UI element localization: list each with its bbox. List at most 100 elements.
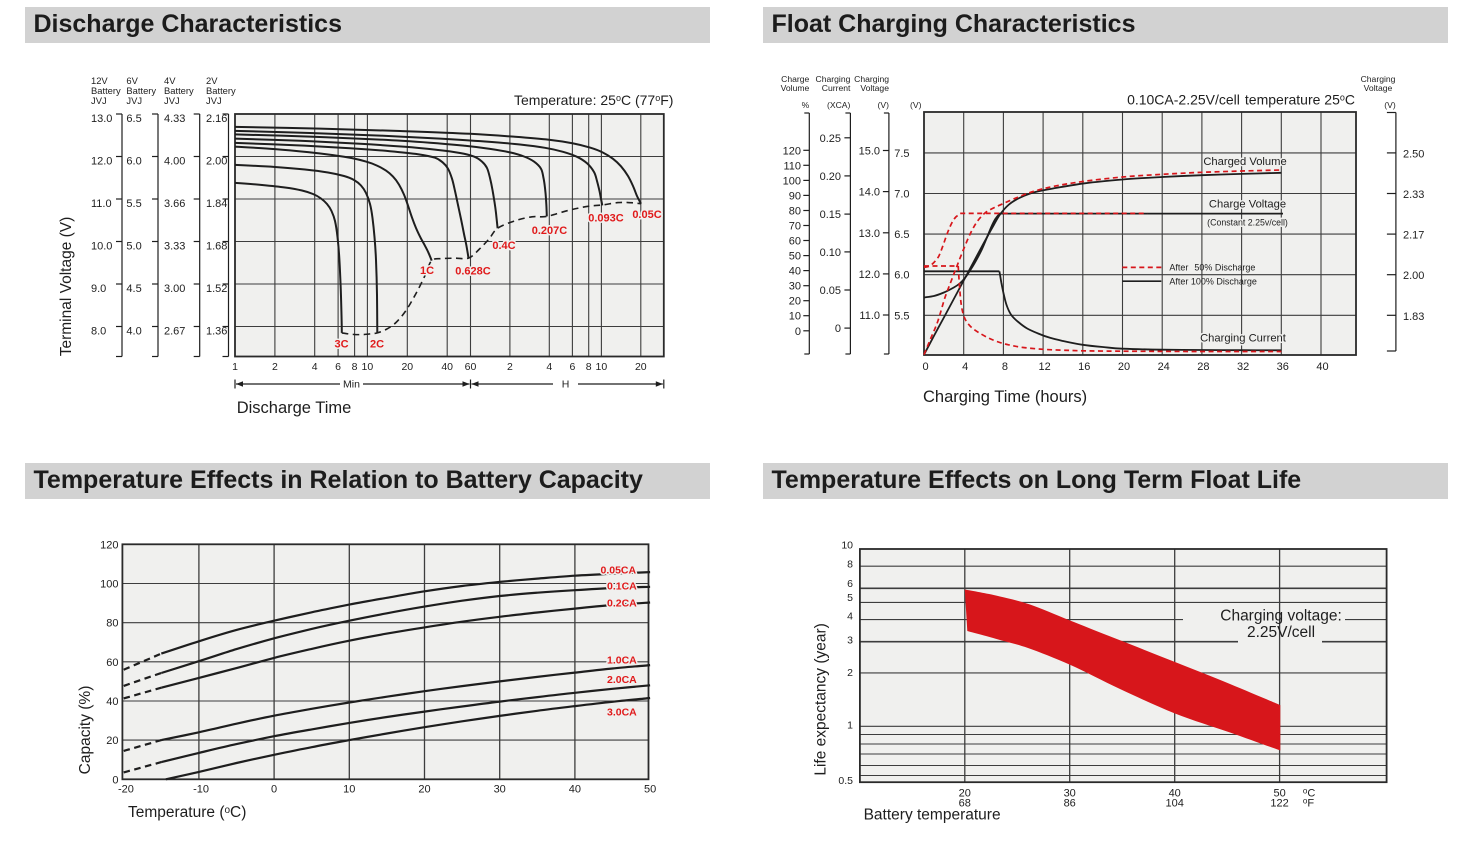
svg-text:70: 70 xyxy=(789,221,801,233)
svg-text:28: 28 xyxy=(1197,361,1209,373)
svg-text:40: 40 xyxy=(789,266,801,278)
svg-text:Temperature (oC): Temperature (oC) xyxy=(128,804,246,821)
svg-text:6.5: 6.5 xyxy=(894,229,909,241)
svg-text:2.25V/cell: 2.25V/cell xyxy=(1247,624,1315,641)
svg-text:1.0CA: 1.0CA xyxy=(607,655,637,667)
svg-text:10: 10 xyxy=(789,311,801,323)
svg-text:2.50: 2.50 xyxy=(1403,148,1424,160)
svg-text:%: % xyxy=(802,100,810,110)
svg-text:80: 80 xyxy=(789,206,801,218)
svg-text:8: 8 xyxy=(586,361,592,373)
svg-text:50: 50 xyxy=(1273,787,1285,799)
svg-text:30: 30 xyxy=(494,784,506,796)
svg-text:8: 8 xyxy=(847,559,853,571)
svg-text:0.1CA: 0.1CA xyxy=(607,581,637,593)
svg-text:20: 20 xyxy=(635,361,647,373)
svg-text:30: 30 xyxy=(1064,787,1076,799)
svg-text:Min: Min xyxy=(343,379,360,391)
svg-text:0.5: 0.5 xyxy=(838,775,853,787)
svg-text:120: 120 xyxy=(783,145,801,157)
svg-text:H: H xyxy=(562,379,570,391)
svg-text:0: 0 xyxy=(835,323,841,335)
svg-text:0: 0 xyxy=(112,774,118,786)
svg-text:20: 20 xyxy=(106,735,118,747)
svg-text:2: 2 xyxy=(847,667,853,679)
svg-text:Discharge Characteristics: Discharge Characteristics xyxy=(34,10,342,38)
svg-text:Battery: Battery xyxy=(164,85,194,96)
svg-text:4.33: 4.33 xyxy=(164,113,185,125)
svg-text:Temperature Effects in Relatio: Temperature Effects in Relation to Batte… xyxy=(34,466,644,494)
svg-text:-10: -10 xyxy=(193,784,209,796)
svg-text:Capacity (%): Capacity (%) xyxy=(77,686,94,775)
svg-text:0.25: 0.25 xyxy=(820,133,841,145)
svg-text:32: 32 xyxy=(1237,361,1249,373)
svg-text:7.0: 7.0 xyxy=(894,189,909,201)
svg-text:Charge Voltage: Charge Voltage xyxy=(1209,199,1286,211)
svg-text:JVJ: JVJ xyxy=(206,95,222,106)
svg-text:4: 4 xyxy=(962,361,968,373)
svg-text:4: 4 xyxy=(312,361,318,373)
svg-text:Battery: Battery xyxy=(91,85,121,96)
svg-text:50: 50 xyxy=(644,784,656,796)
svg-text:(Constant 2.25v/cell): (Constant 2.25v/cell) xyxy=(1207,218,1288,228)
svg-text:2.16: 2.16 xyxy=(206,113,227,125)
svg-text:110: 110 xyxy=(783,160,801,172)
svg-text:86: 86 xyxy=(1064,798,1076,810)
svg-text:20: 20 xyxy=(959,787,971,799)
svg-text:(V): (V) xyxy=(1384,100,1396,110)
svg-text:1.36: 1.36 xyxy=(206,326,227,338)
svg-text:90: 90 xyxy=(789,190,801,202)
svg-text:68: 68 xyxy=(959,798,971,810)
svg-text:(XCA): (XCA) xyxy=(827,100,851,110)
svg-text:40: 40 xyxy=(106,696,118,708)
svg-text:50: 50 xyxy=(789,251,801,263)
svg-text:2C: 2C xyxy=(370,339,384,351)
svg-text:0.05: 0.05 xyxy=(820,285,841,297)
svg-text:-20: -20 xyxy=(118,784,134,796)
svg-text:4.00: 4.00 xyxy=(164,156,185,168)
svg-text:JVJ: JVJ xyxy=(91,95,107,106)
svg-text:40: 40 xyxy=(1169,787,1181,799)
svg-text:Current: Current xyxy=(822,83,851,93)
svg-text:Temperature Effects on Long Te: Temperature Effects on Long Term Float L… xyxy=(772,466,1302,494)
svg-text:40: 40 xyxy=(569,784,581,796)
svg-text:40: 40 xyxy=(1316,361,1328,373)
svg-text:13.0: 13.0 xyxy=(91,113,112,125)
svg-text:(V): (V) xyxy=(878,100,890,110)
svg-text:16: 16 xyxy=(1078,361,1090,373)
svg-text:1C: 1C xyxy=(420,265,434,277)
svg-text:0.207C: 0.207C xyxy=(532,225,568,237)
svg-text:6V: 6V xyxy=(126,75,138,86)
svg-text:Float Charging Characteristics: Float Charging Characteristics xyxy=(772,10,1136,38)
svg-text:3.00: 3.00 xyxy=(164,283,185,295)
svg-text:0.628C: 0.628C xyxy=(455,266,491,278)
svg-text:4V: 4V xyxy=(164,75,176,86)
svg-text:60: 60 xyxy=(106,657,118,669)
svg-text:0.10: 0.10 xyxy=(820,247,841,259)
svg-text:1.83: 1.83 xyxy=(1403,311,1424,323)
svg-text:2.33: 2.33 xyxy=(1403,189,1424,201)
svg-text:12: 12 xyxy=(1038,361,1050,373)
svg-text:2.00: 2.00 xyxy=(206,156,227,168)
svg-text:0.4C: 0.4C xyxy=(492,240,515,252)
svg-text:After 100% Discharge: After 100% Discharge xyxy=(1169,276,1257,286)
svg-text:120: 120 xyxy=(100,539,118,551)
svg-text:8: 8 xyxy=(1002,361,1008,373)
svg-text:0.15: 0.15 xyxy=(820,209,841,221)
svg-text:20: 20 xyxy=(418,784,430,796)
svg-text:3: 3 xyxy=(847,635,853,647)
svg-text:Discharge Time: Discharge Time xyxy=(237,399,352,417)
svg-text:Battery: Battery xyxy=(126,85,156,96)
svg-text:6: 6 xyxy=(335,361,341,373)
svg-text:5.0: 5.0 xyxy=(126,241,141,253)
svg-text:3C: 3C xyxy=(334,339,348,351)
svg-text:Charging Current: Charging Current xyxy=(1200,333,1287,345)
svg-text:15.0: 15.0 xyxy=(859,146,880,158)
svg-text:40: 40 xyxy=(441,361,453,373)
svg-text:7.5: 7.5 xyxy=(894,148,909,160)
svg-text:6: 6 xyxy=(569,361,575,373)
svg-text:20: 20 xyxy=(789,296,801,308)
svg-text:14.0: 14.0 xyxy=(859,187,880,199)
